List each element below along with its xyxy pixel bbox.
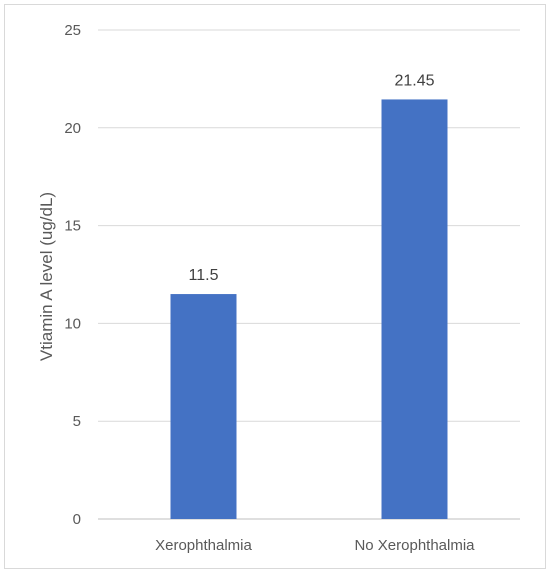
y-tick-label: 20 [64,120,81,137]
x-axis-ticks: Xerophthalmia No Xerophthalmia [155,537,475,554]
bars [170,99,448,520]
x-tick-label: Xerophthalmia [155,537,252,554]
y-tick-label: 10 [64,315,81,332]
bar [381,99,448,520]
y-axis-ticks: 0 5 10 15 20 25 [64,22,81,528]
y-axis-title: Vtiamin A level (ug/dL) [37,192,56,361]
y-tick-label: 5 [73,413,81,430]
data-label: 21.45 [394,72,434,89]
data-label: 11.5 [189,267,219,284]
x-tick-label: No Xerophthalmia [354,537,475,554]
bar [170,294,237,519]
y-tick-label: 25 [64,22,81,39]
data-labels: 11.5 21.45 [189,72,435,284]
chart-frame [4,4,546,569]
gridlines [98,29,520,520]
y-tick-label: 15 [64,218,81,235]
y-tick-label: 0 [73,511,81,528]
